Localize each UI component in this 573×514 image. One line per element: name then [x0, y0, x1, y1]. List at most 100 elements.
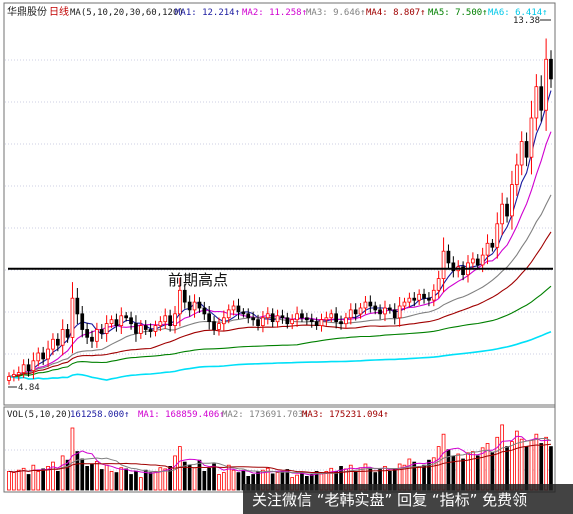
ma4-value: MA4: 8.807↑ — [366, 8, 426, 18]
volume-bar — [16, 469, 21, 491]
volume-bar — [143, 469, 148, 491]
candle-body — [36, 352, 41, 362]
candle-body — [348, 309, 353, 319]
ma-line — [8, 330, 552, 381]
candle-body — [241, 311, 246, 315]
volume-ma-line — [8, 443, 552, 474]
volume-bar — [202, 470, 207, 491]
volume-bar — [109, 470, 114, 491]
candle-body — [231, 305, 236, 311]
candle-body — [51, 338, 55, 350]
candle-body — [319, 319, 324, 327]
volume-ma1-value: MA1: 168859.406↑ — [138, 410, 225, 420]
candle-body — [65, 329, 70, 338]
candle-body — [534, 86, 539, 119]
candle-body — [314, 321, 319, 327]
candle-body — [363, 301, 368, 309]
candle-body — [60, 329, 65, 346]
ma2-value: MA2: 11.258↑ — [242, 8, 307, 18]
candle-body — [519, 141, 524, 166]
ma-params: MA(5,10,20,30,60,120) — [70, 8, 184, 18]
candle-body — [256, 319, 260, 327]
candle-body — [285, 317, 290, 325]
ma-line — [8, 131, 552, 378]
candle-body — [270, 313, 275, 322]
candle-body — [344, 317, 348, 325]
candle-body — [358, 307, 363, 315]
candle-body — [427, 297, 431, 301]
candle-body — [70, 297, 75, 338]
candle-body — [134, 323, 138, 334]
candle-body — [119, 315, 124, 326]
candle-body — [236, 305, 241, 313]
candle-body — [309, 319, 314, 323]
candle-body — [114, 319, 119, 327]
candle-body — [168, 315, 172, 326]
candle-body — [422, 293, 426, 299]
volume-bar — [75, 451, 80, 491]
volume-bar — [31, 464, 36, 491]
candle-body — [300, 313, 304, 319]
candle-body — [99, 329, 104, 334]
candle-body — [207, 313, 211, 322]
candle-body — [446, 250, 451, 264]
candle-body — [129, 317, 133, 325]
candle-body — [539, 86, 544, 111]
candle-body — [104, 323, 109, 334]
volume-bar — [212, 463, 216, 491]
watermark-text: 关注微信 “老韩实盘” 回复 “指标” 免费领 — [252, 491, 527, 509]
volume-bar — [134, 470, 138, 491]
candle-body — [383, 307, 387, 315]
candle-body — [85, 329, 89, 338]
candle-body — [353, 309, 358, 315]
candle-body — [402, 301, 407, 307]
volume-bar — [46, 465, 50, 491]
ma3-value: MA3: 9.646↑ — [306, 8, 366, 18]
volume-bar — [539, 443, 544, 491]
candle-body — [226, 309, 231, 319]
candle-body — [275, 315, 280, 323]
volume-bar — [236, 472, 241, 491]
candle-body — [412, 297, 417, 301]
volume-bar — [197, 459, 202, 491]
volume-bar — [138, 477, 143, 491]
candle-body — [324, 317, 329, 321]
candle-body — [90, 336, 94, 342]
candle-body — [212, 321, 216, 330]
candle-body — [475, 258, 480, 266]
annotation-label: 前期高点 — [168, 271, 228, 289]
candle-body — [56, 338, 60, 346]
volume-bar — [70, 427, 75, 491]
volume-bar — [11, 472, 16, 491]
candle-body — [378, 309, 382, 315]
volume-bar — [90, 463, 94, 491]
candle-body — [177, 289, 182, 315]
candle-body — [158, 321, 163, 327]
watermark-bg — [243, 484, 573, 514]
volume-bar — [129, 474, 133, 491]
candle-body — [515, 164, 519, 186]
min-price-label: 4.84 — [18, 383, 40, 393]
candle-body — [373, 305, 378, 311]
candle-body — [339, 321, 343, 325]
candle-body — [138, 325, 143, 334]
stock-name: 华鼎股份 — [7, 5, 47, 18]
volume-bar — [51, 461, 55, 491]
volume-bar — [114, 472, 119, 491]
candle-body — [265, 313, 270, 319]
candle-body — [182, 289, 187, 303]
candle-body — [529, 117, 534, 158]
candle-body — [31, 360, 36, 371]
candle-body — [524, 141, 529, 158]
volume-ma-line — [8, 438, 552, 474]
volume-bar — [436, 446, 441, 491]
volume-bar — [524, 446, 529, 491]
ma-line — [8, 194, 552, 378]
candle-body — [260, 317, 265, 326]
candle-body — [221, 317, 226, 325]
ma1-value: MA1: 12.214↑ — [175, 8, 240, 18]
volume-bar — [549, 446, 553, 491]
volume-bar — [21, 467, 26, 491]
candle-body — [436, 278, 441, 291]
candle-body — [544, 58, 549, 111]
